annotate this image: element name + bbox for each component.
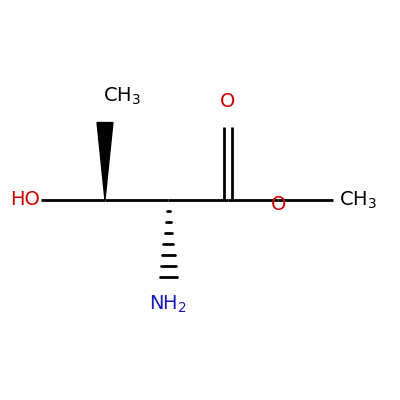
Text: HO: HO — [10, 190, 40, 210]
Text: O: O — [271, 195, 286, 214]
Text: NH$_2$: NH$_2$ — [150, 293, 188, 315]
Text: CH$_3$: CH$_3$ — [339, 189, 377, 211]
Polygon shape — [97, 122, 113, 200]
Text: O: O — [220, 92, 236, 111]
Text: CH$_3$: CH$_3$ — [103, 85, 141, 107]
